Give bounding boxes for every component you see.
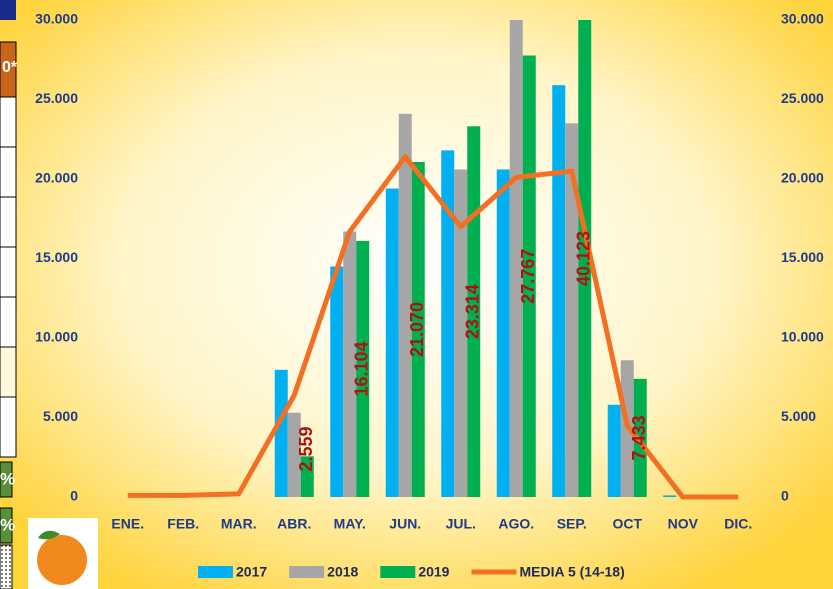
data-label: 40.123 (574, 231, 594, 286)
cell (0, 97, 16, 147)
cell (0, 147, 16, 197)
cell (0, 397, 16, 457)
orange (37, 535, 87, 585)
y-tick-label: 0 (70, 488, 78, 504)
cell (0, 347, 16, 397)
x-tick-label: NOV (668, 516, 699, 532)
bar (275, 370, 288, 497)
y-tick-label: 30.000 (35, 11, 78, 27)
data-label: 21.070 (407, 302, 427, 357)
bar (663, 495, 676, 497)
legend-label: MEDIA 5 (14-18) (519, 564, 624, 580)
x-tick-label: JUL. (446, 516, 476, 532)
y-tick-label: 15.000 (35, 249, 78, 265)
data-label: 23.314 (463, 284, 483, 339)
cell (0, 0, 16, 20)
side-text: % (0, 469, 15, 488)
y-tick-label: 25.000 (781, 90, 824, 106)
x-tick-label: JUN. (389, 516, 421, 532)
cell (0, 545, 12, 589)
bar (608, 405, 621, 497)
legend-swatch (198, 566, 233, 578)
cell (0, 197, 16, 247)
x-tick-label: MAY. (334, 516, 366, 532)
x-tick-label: ABR. (277, 516, 311, 532)
legend-label: 2017 (236, 564, 267, 580)
y-tick-label: 15.000 (781, 249, 824, 265)
y-tick-label: 5.000 (781, 408, 816, 424)
legend-swatch (380, 566, 415, 578)
side-text: % (0, 515, 15, 534)
legend-label: 2018 (327, 564, 358, 580)
x-tick-label: DIC. (724, 516, 752, 532)
data-label: 16.104 (352, 341, 372, 396)
chart: 0* % % 0 5.000 10.000 15.000 20.000 25.000 30.… (0, 0, 833, 589)
y-tick-label: 5.000 (43, 408, 78, 424)
data-label: 7.433 (629, 415, 649, 460)
x-tick-label: MAR. (221, 516, 257, 532)
bar (386, 189, 399, 497)
x-tick-label: OCT (612, 516, 642, 532)
bar (497, 169, 510, 497)
x-tick-label: SEP. (557, 516, 587, 532)
legend-swatch (289, 566, 324, 578)
data-label: 27.767 (518, 249, 538, 304)
side-text: 0* (2, 59, 18, 76)
y-tick-label: 10.000 (781, 329, 824, 345)
y-tick-label: 25.000 (35, 90, 78, 106)
y-tick-label: 30.000 (781, 11, 824, 27)
y-tick-label: 20.000 (781, 170, 824, 186)
x-tick-label: AGO. (498, 516, 534, 532)
cell (0, 247, 16, 297)
bar (552, 85, 565, 497)
cell (0, 297, 16, 347)
y-tick-label: 0 (781, 488, 789, 504)
x-tick-label: ENE. (111, 516, 144, 532)
orange-icon (28, 518, 98, 589)
data-label: 2.559 (296, 426, 316, 471)
y-tick-label: 20.000 (35, 170, 78, 186)
x-tick-label: FEB. (167, 516, 199, 532)
bar (330, 266, 343, 497)
legend-label: 2019 (418, 564, 449, 580)
y-tick-label: 10.000 (35, 329, 78, 345)
